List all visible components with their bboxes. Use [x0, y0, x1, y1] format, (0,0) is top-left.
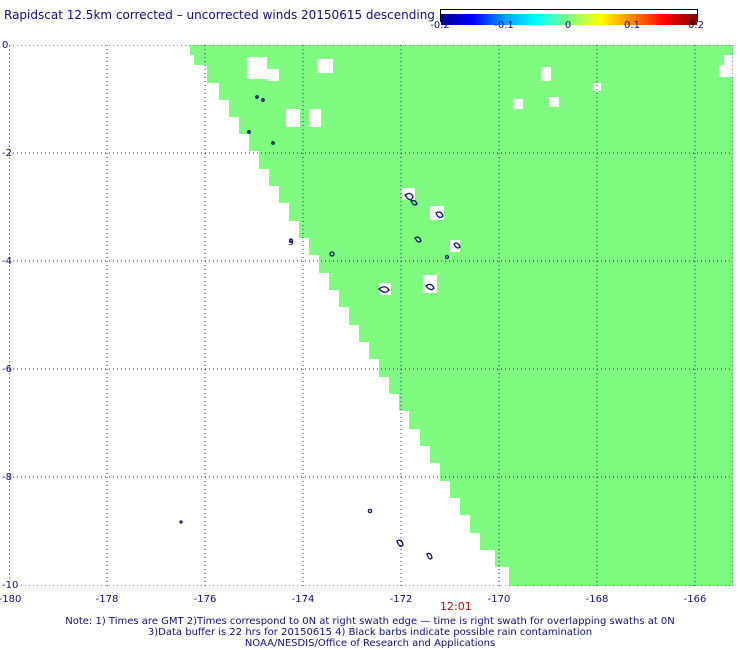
note-line-2: 3)Data buffer is 22 hrs for 20150615 4) …: [147, 627, 593, 638]
x-tick-label: -178: [95, 594, 119, 605]
y-tick-label: -6: [2, 364, 12, 375]
x-tick-label: -172: [389, 594, 413, 605]
map-plot: 3: [8, 44, 734, 587]
note-line-3: NOAA/NESDIS/Office of Research and Appli…: [244, 638, 496, 649]
colorbar-tick: 0.2: [688, 20, 704, 31]
wind-swath: [190, 45, 733, 586]
swath-number: 3: [288, 238, 294, 248]
x-tick-label: -166: [683, 594, 707, 605]
plot-svg: 3: [8, 44, 734, 587]
coastlines: [179, 95, 461, 560]
swath-time-label: 12:01: [440, 600, 472, 613]
x-tick-label: -180: [0, 594, 22, 605]
colorbar-tick: 0: [564, 20, 572, 31]
colorbar-tick: -0.2: [430, 20, 450, 31]
colorbar-tick: -0.1: [494, 20, 514, 31]
y-tick-label: -10: [2, 580, 19, 591]
y-tick-label: -2: [2, 148, 12, 159]
x-tick-label: -170: [487, 594, 511, 605]
map-title: Rapidscat 12.5km corrected – uncorrected…: [4, 8, 435, 22]
y-tick-label: -8: [2, 472, 12, 483]
colorbar-tick: 0.1: [624, 20, 640, 31]
colorbar-gradient: [441, 14, 697, 25]
x-tick-label: -174: [291, 594, 315, 605]
x-tick-label: -168: [585, 594, 609, 605]
colorbar: [440, 9, 698, 25]
y-tick-label: -4: [2, 256, 12, 267]
y-tick-label: 0: [2, 40, 9, 51]
note-line-1: Note: 1) Times are GMT 2)Times correspon…: [65, 616, 675, 627]
x-tick-label: -176: [193, 594, 217, 605]
